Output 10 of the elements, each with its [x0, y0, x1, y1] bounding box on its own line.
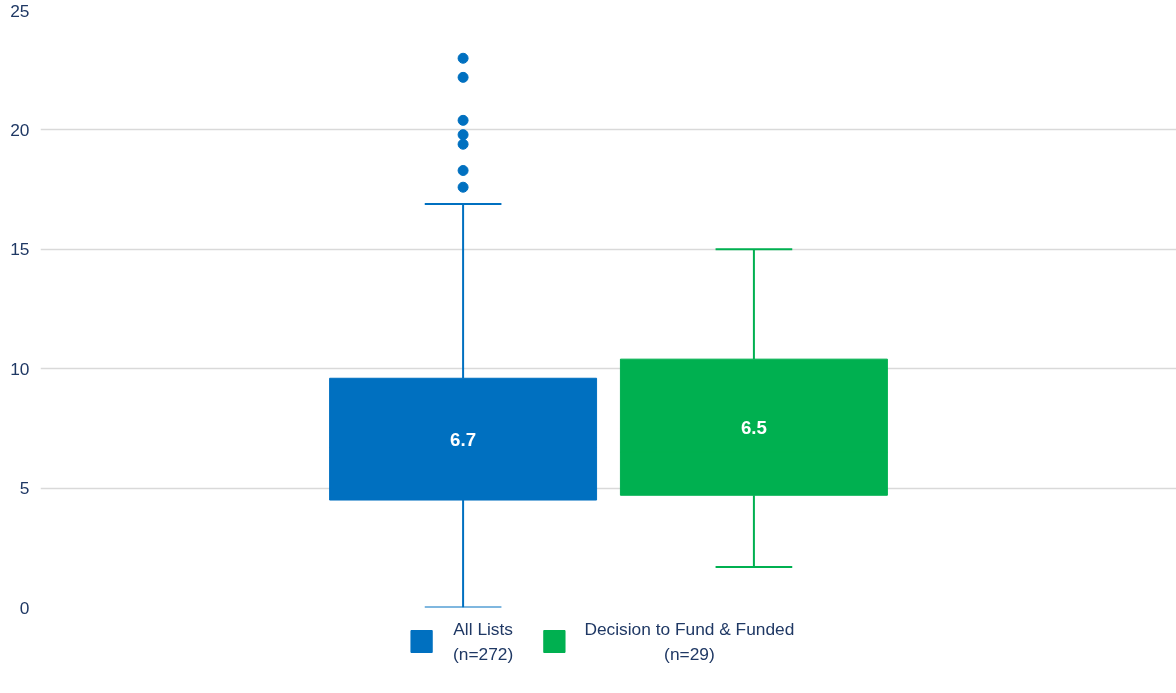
legend-label: All Lists (n=272): [453, 619, 514, 664]
y-tick-label: 5: [19, 478, 30, 499]
text: 6.5: [740, 416, 767, 438]
legend-label: Decision to Fund & Funded (n=29): [584, 619, 795, 664]
y-tick-label: 15: [10, 239, 30, 260]
y-tick-label: 25: [10, 0, 30, 21]
y-tick-label: 20: [10, 119, 30, 140]
y-tick-label: 10: [10, 358, 30, 379]
y-tick-label: 0: [19, 597, 30, 618]
text: 6.7: [450, 428, 477, 450]
